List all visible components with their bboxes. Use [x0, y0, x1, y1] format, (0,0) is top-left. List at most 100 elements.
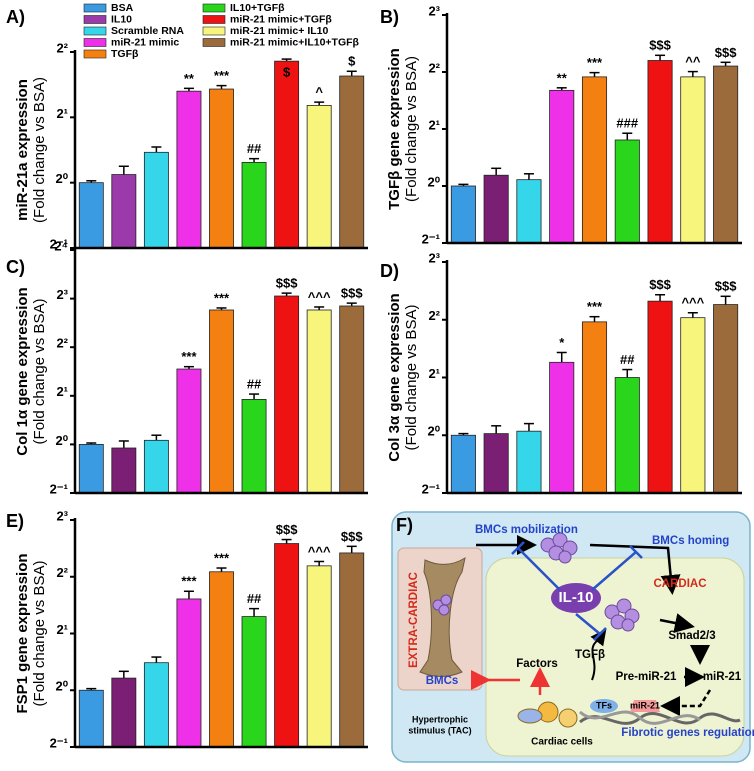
- y-tick-label: 2⁴: [54, 238, 68, 253]
- label: Fibrotic genes regulation: [621, 727, 754, 739]
- significance-label: ^: [315, 85, 323, 100]
- y-axis-subtitle: (Fold change vs BSA): [403, 305, 420, 451]
- y-tick-label: 2¹: [428, 117, 440, 132]
- label: TGFβ: [575, 649, 605, 661]
- bar: [209, 88, 234, 249]
- legend-label: IL10+TGFβ: [230, 2, 285, 14]
- bar: [176, 368, 202, 494]
- bar: [241, 398, 267, 494]
- label: stimulus (TAC): [408, 725, 471, 735]
- significance-label: $$$: [341, 286, 363, 301]
- panel-letter: F): [396, 515, 413, 535]
- y-tick-label: 2⁻¹: [50, 481, 68, 496]
- legend-label: miR-21 mimic: [111, 36, 179, 48]
- significance-label: ***: [214, 290, 230, 305]
- label: EXTRA-CARDIAC: [408, 572, 420, 668]
- significance-label: **: [184, 71, 195, 86]
- legend-swatch: [202, 15, 226, 24]
- legend-label: miR-21 mimic+IL10+TGFβ: [230, 36, 360, 48]
- y-axis-subtitle: (Fold change vs BSA): [31, 77, 48, 223]
- bar: [713, 304, 739, 494]
- bar: [516, 430, 542, 494]
- tf-node: [590, 699, 618, 713]
- y-axis-subtitle: (Fold change vs BSA): [31, 299, 48, 445]
- bar: [581, 76, 608, 244]
- bar: [274, 60, 300, 249]
- bar: [111, 677, 137, 748]
- bar: [241, 616, 267, 748]
- legend-swatch: [83, 38, 107, 47]
- significance-label: ^^^: [308, 544, 331, 559]
- bar: [306, 104, 332, 249]
- significance-label: ##: [620, 352, 635, 367]
- significance-label: *: [559, 335, 565, 350]
- bar: [274, 295, 300, 494]
- y-tick-label: 2³: [428, 3, 440, 18]
- bar: [483, 174, 509, 244]
- bar: [549, 89, 575, 244]
- y-axis-subtitle: (Fold change vs BSA): [31, 561, 48, 707]
- inhibition-lines: [511, 541, 643, 641]
- bar: [143, 439, 169, 494]
- y-axis-title: TGFβ gene expression: [386, 48, 403, 210]
- y-tick-label: 2⁻¹: [422, 481, 440, 496]
- y-tick-label: 2¹: [56, 622, 68, 637]
- y-axis-title: miR-21a expression: [14, 79, 31, 221]
- legend-swatch: [83, 26, 107, 36]
- bar: [450, 185, 476, 244]
- y-tick-label: 2²: [428, 308, 440, 323]
- arrows: [476, 535, 712, 716]
- significance-label: $$$: [715, 279, 737, 294]
- significance-label: $$$: [341, 529, 363, 544]
- significance-label: $$$: [715, 45, 737, 60]
- significance-label: ##: [247, 377, 262, 392]
- legend-label: miR-21 mimic+TGFβ: [230, 13, 332, 25]
- bar: [549, 361, 575, 494]
- y-tick-label: 2²: [428, 60, 440, 75]
- bar: [516, 179, 542, 244]
- legend-swatch: [83, 3, 107, 13]
- y-axis-title: FSP1 gene expression: [14, 553, 31, 713]
- panel-letter: C): [6, 257, 25, 277]
- significance-label: $$$: [276, 522, 298, 537]
- legend-label: TGFβ: [111, 48, 139, 60]
- bar: [274, 543, 300, 748]
- panel-letter: B): [380, 7, 399, 27]
- bar: [450, 434, 476, 494]
- bar: [306, 309, 332, 494]
- legend-swatch: [83, 15, 107, 24]
- significance-label: ***: [181, 574, 197, 589]
- y-tick-label: 2⁰: [428, 174, 441, 189]
- bar: [306, 565, 332, 748]
- bar: [483, 433, 509, 494]
- label: Cardiac cells: [531, 737, 593, 748]
- y-tick-label: 2¹: [56, 106, 68, 121]
- significance-label: ^^^: [681, 295, 704, 310]
- bar: [78, 182, 104, 249]
- bar: [143, 151, 169, 249]
- bar: [78, 443, 104, 494]
- significance-label: $$$: [649, 38, 671, 53]
- y-axis-title: Col 1α gene expression: [14, 287, 31, 455]
- panel-letter: E): [6, 511, 24, 531]
- y-tick-label: 2⁰: [428, 424, 441, 439]
- y-tick-label: 2¹: [56, 384, 68, 399]
- y-tick-label: 2²: [56, 336, 68, 351]
- significance-label: ^^: [685, 54, 701, 69]
- significance-label: ###: [616, 116, 638, 131]
- bar: [339, 75, 365, 249]
- label: BMCs: [426, 675, 459, 687]
- bar: [78, 689, 104, 748]
- y-tick-label: 2³: [56, 287, 68, 302]
- significance-label: ***: [587, 299, 603, 314]
- bar: [339, 552, 365, 748]
- label: Factors: [516, 658, 558, 670]
- y-tick-label: 2⁰: [56, 679, 69, 694]
- significance-label: $: [348, 54, 356, 69]
- label: BMCs homing: [652, 535, 729, 547]
- bar: [176, 598, 202, 748]
- y-tick-label: 2⁰: [56, 433, 69, 448]
- bar: [614, 139, 640, 244]
- y-tick-label: 2⁻¹: [50, 735, 68, 750]
- legend-label: BSA: [111, 2, 134, 14]
